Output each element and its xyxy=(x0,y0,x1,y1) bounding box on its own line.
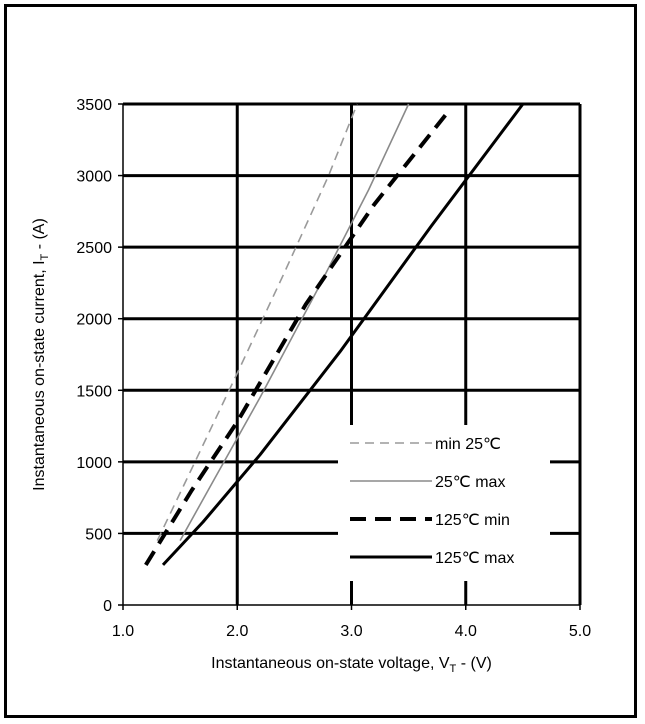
y-tick-label: 1000 xyxy=(76,455,112,472)
x-tick-label: 3.0 xyxy=(340,623,362,640)
y-tick-label: 3000 xyxy=(76,169,112,186)
y-axis-title: Instantaneous on-state current, IT - (A) xyxy=(31,218,51,491)
legend: min 25℃ 25℃ max 125℃ min 125℃ max xyxy=(338,425,550,581)
y-tick-label: 3500 xyxy=(76,97,112,114)
chart-border xyxy=(4,4,637,718)
legend-label-3: 125℃ min xyxy=(435,512,510,529)
x-axis-title-sub: T xyxy=(450,663,457,675)
y-axis-title-sub: T xyxy=(39,253,51,260)
series-lines xyxy=(144,103,525,566)
y-axis-title-suffix: - (A) xyxy=(31,218,48,254)
series-line-3 xyxy=(144,109,451,566)
legend-background xyxy=(338,425,550,581)
x-tick-label: 5.0 xyxy=(569,623,591,640)
tick-labels: 1.0 2.0 3.0 4.0 5.0 0 500 1000 1500 2000 2500 3000 3… xyxy=(76,97,591,640)
x-axis-title-text: Instantaneous on-state voltage, V xyxy=(211,655,450,672)
x-tick-label: 1.0 xyxy=(112,623,134,640)
series-line-1 xyxy=(156,103,358,541)
y-tick-label: 1500 xyxy=(76,383,112,400)
series-line-4 xyxy=(161,103,525,566)
legend-label-1: min 25℃ xyxy=(435,436,501,453)
y-tick-label: 500 xyxy=(85,526,112,543)
y-tick-label: 0 xyxy=(103,598,112,615)
legend-label-4: 125℃ max xyxy=(435,550,514,567)
axes xyxy=(118,103,581,610)
y-axis-title-text: Instantaneous on-state current, I xyxy=(31,260,48,490)
y-tick-label: 2500 xyxy=(76,240,112,257)
y-tick-label: 2000 xyxy=(76,312,112,329)
x-axis-title-suffix: - (V) xyxy=(456,655,492,672)
x-tick-label: 4.0 xyxy=(455,623,477,640)
legend-label-2: 25℃ max xyxy=(435,474,505,491)
series-line-2 xyxy=(179,103,410,541)
x-tick-label: 2.0 xyxy=(226,623,248,640)
x-axis-title: Instantaneous on-state voltage, VT - (V) xyxy=(211,655,492,675)
